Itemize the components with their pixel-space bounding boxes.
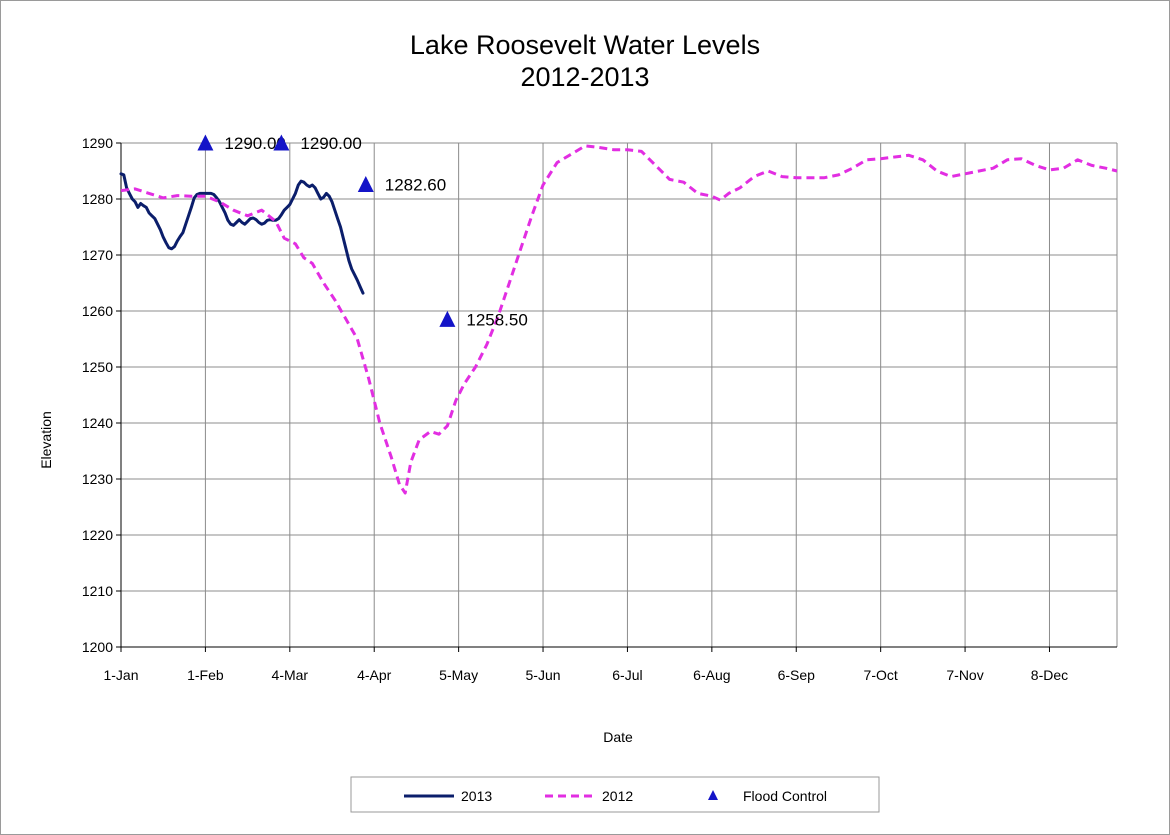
y-tick-label: 1270 bbox=[82, 247, 113, 263]
series-line-2013 bbox=[119, 172, 365, 295]
flood-control-label: 1290.00 bbox=[300, 134, 361, 153]
x-axis-label: Date bbox=[603, 729, 633, 745]
chart-title: Lake Roosevelt Water Levels bbox=[409, 30, 761, 60]
flood-control-label: 1290.00 bbox=[224, 134, 285, 153]
flood-control-label: 1282.60 bbox=[385, 175, 446, 194]
flood-control-marker bbox=[357, 175, 374, 192]
legend-label: Flood Control bbox=[743, 788, 827, 804]
y-tick-label: 1280 bbox=[82, 191, 113, 207]
x-tick-label: 4-Mar bbox=[272, 667, 309, 683]
y-tick-label: 1260 bbox=[82, 303, 113, 319]
y-tick-label: 1230 bbox=[82, 471, 113, 487]
x-tick-label: 4-Apr bbox=[357, 667, 392, 683]
x-tick-label: 6-Aug bbox=[693, 667, 730, 683]
legend-items: 2013 2012 Flood Control bbox=[404, 788, 827, 804]
x-tick-label: 5-May bbox=[439, 667, 478, 683]
series-layer bbox=[119, 144, 1118, 495]
x-tick-label: 7-Nov bbox=[946, 667, 983, 683]
flood-control-label: 1258.50 bbox=[466, 310, 527, 329]
marker-layer: 1290.00 1290.00 1282.60 1258.50 bbox=[197, 134, 528, 329]
y-tick-label: 1210 bbox=[82, 583, 113, 599]
y-tick-label: 1290 bbox=[82, 135, 113, 151]
flood-control-marker bbox=[197, 134, 214, 151]
y-tick-label: 1220 bbox=[82, 527, 113, 543]
x-tick-label: 7-Oct bbox=[864, 667, 898, 683]
legend-swatch-flood-control bbox=[708, 790, 718, 800]
flood-control-marker bbox=[439, 310, 456, 327]
x-tick-label: 5-Jun bbox=[526, 667, 561, 683]
plot-area bbox=[121, 143, 1117, 647]
x-tick-label: 1-Jan bbox=[103, 667, 138, 683]
legend: 2013 2012 Flood Control bbox=[350, 776, 880, 813]
y-axis-label: Elevation bbox=[38, 411, 54, 469]
flood-control-marker bbox=[273, 134, 290, 151]
chart-subtitle: 2012-2013 bbox=[520, 62, 650, 92]
x-tick-label: 6-Sep bbox=[778, 667, 816, 683]
axis-layer: 1200 1210 1220 1230 1240 1250 1260 1270 1280 1290… bbox=[82, 135, 1117, 683]
series-line-2012 bbox=[120, 144, 1118, 495]
legend-label: 2013 bbox=[461, 788, 492, 804]
y-tick-label: 1200 bbox=[82, 639, 113, 655]
y-tick-label: 1250 bbox=[82, 359, 113, 375]
legend-label: 2012 bbox=[602, 788, 633, 804]
x-tick-label: 8-Dec bbox=[1031, 667, 1068, 683]
x-tick-label: 1-Feb bbox=[187, 667, 224, 683]
x-tick-label: 6-Jul bbox=[612, 667, 642, 683]
grid-layer bbox=[121, 142, 1118, 648]
y-tick-label: 1240 bbox=[82, 415, 113, 431]
